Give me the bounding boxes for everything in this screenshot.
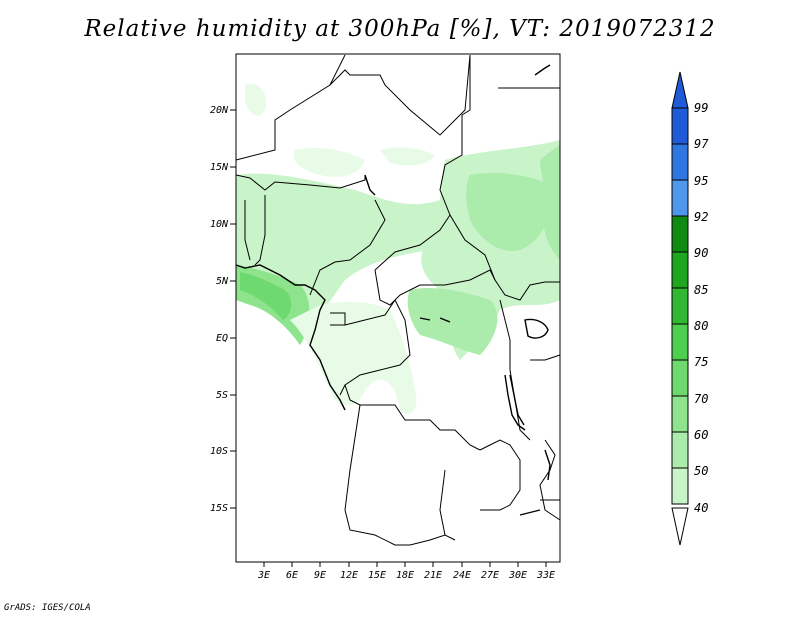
coastline-lake-tanganyika [504, 374, 526, 431]
lat-label: 10S [210, 446, 228, 457]
border-line [374, 269, 496, 306]
coastline-nile [364, 174, 376, 196]
lat-label: 5S [216, 390, 228, 401]
colorbar-segment [671, 143, 689, 181]
border-line [329, 54, 346, 86]
colorbar-segment [671, 323, 689, 361]
lat-label: EQ [216, 333, 228, 344]
colorbar-segment [671, 467, 689, 505]
border-line [374, 214, 451, 271]
colorbar-top-arrow [671, 71, 689, 109]
border-line [235, 54, 471, 161]
humidity-fields [236, 83, 560, 414]
colorbar-label: 97 [694, 137, 709, 151]
border-line [244, 200, 251, 261]
colorbar-label: 40 [694, 501, 708, 515]
humidity-field-north3 [380, 147, 435, 166]
colorbar-label: 95 [694, 174, 708, 188]
colorbar-label: 99 [694, 101, 708, 115]
border-line [539, 439, 561, 521]
border-line [235, 174, 366, 191]
lon-label: 6E [286, 570, 298, 581]
colorbar-bottom-arrow [671, 507, 689, 546]
border-line [439, 469, 446, 536]
colorbar: 99 97 95 92 90 85 80 75 70 60 50 40 [671, 71, 709, 546]
lat-axis: 20N 15N 10N 5N EQ 5S 10S 15S [210, 105, 236, 514]
border-line [254, 195, 266, 266]
lon-label: 27E [481, 570, 499, 581]
colorbar-segment [671, 107, 689, 145]
humidity-field-gulf [240, 272, 292, 320]
coastlines [235, 64, 551, 516]
lat-label: 10N [210, 219, 229, 230]
border-line [330, 312, 346, 326]
coastline-redsea [534, 64, 551, 76]
colorbar-label: 50 [694, 464, 708, 478]
colorbar-label: 75 [694, 355, 708, 369]
colorbar-segment [671, 251, 689, 289]
lon-axis: 3E 6E 9E 12E 15E 18E 21E 24E 27E 30E 33E [257, 562, 555, 581]
border-line [339, 299, 411, 396]
lon-label: 9E [314, 570, 326, 581]
colorbar-label: 92 [694, 210, 708, 224]
colorbar-segment [671, 179, 689, 217]
colorbar-label: 90 [694, 246, 708, 260]
humidity-field-east-core [466, 173, 552, 251]
lon-label: 24E [453, 570, 471, 581]
lon-label: 30E [508, 570, 527, 581]
coastline-west [235, 264, 346, 411]
border-line [344, 404, 456, 546]
colorbar-label: 70 [694, 392, 708, 406]
colorbar-segment [671, 395, 689, 433]
humidity-field-east-edge [540, 145, 560, 260]
lat-label: 20N [210, 105, 229, 116]
lat-label: 5N [216, 276, 229, 287]
border-line [530, 354, 561, 361]
humidity-field-north2 [293, 148, 365, 177]
coastline-lake-malawi [544, 449, 551, 481]
colorbar-label: 85 [694, 283, 708, 297]
lon-label: 18E [396, 570, 414, 581]
colorbar-segment [671, 359, 689, 397]
lon-label: 3E [257, 570, 270, 581]
map-title: Relative humidity at 300hPa [%], VT: 201… [84, 16, 716, 42]
border-line [479, 439, 521, 511]
humidity-field-central [407, 288, 498, 355]
lon-label: 12E [340, 570, 358, 581]
lon-label: 21E [424, 570, 442, 581]
coastline-lake [419, 317, 451, 323]
border-line [439, 55, 560, 301]
country-borders [235, 54, 561, 546]
colorbar-label: 60 [694, 428, 708, 442]
coastline-lake-tanganyika2 [509, 374, 525, 426]
lat-label: 15N [210, 162, 229, 173]
colorbar-label: 80 [694, 319, 708, 333]
lat-label: 15S [210, 503, 228, 514]
map-frame [235, 53, 561, 563]
colorbar-segment [671, 215, 689, 253]
humidity-field-congo [290, 301, 417, 414]
lon-label: 33E [536, 570, 555, 581]
credit-text: GrADS: IGES/COLA [4, 603, 91, 613]
lon-label: 15E [368, 570, 386, 581]
border-line [309, 199, 386, 296]
colorbar-segment [671, 287, 689, 325]
colorbar-segment [671, 431, 689, 469]
border-line [344, 299, 396, 326]
border-line [344, 384, 481, 451]
coastline-lake-victoria [524, 318, 549, 339]
coastline-lake-kariba [519, 509, 541, 516]
humidity-field-north [245, 83, 266, 116]
